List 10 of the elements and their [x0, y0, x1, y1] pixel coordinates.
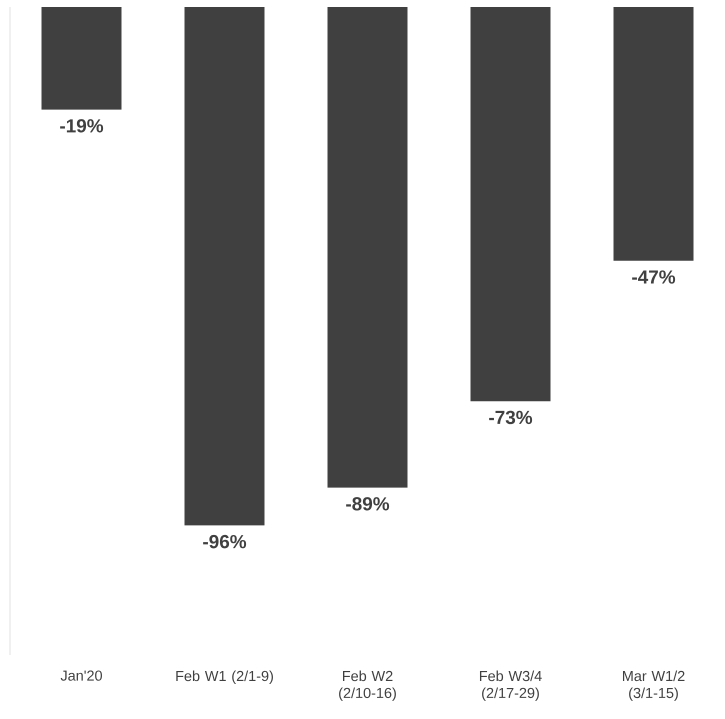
data-label: -47%: [632, 270, 676, 284]
data-label: -89%: [346, 497, 390, 511]
data-label: -73%: [489, 410, 532, 424]
x-tick-label: Mar W1/2 (3/1-15): [622, 670, 684, 701]
x-tick-label: Feb W3/4 (2/17-29): [480, 670, 542, 701]
data-label: -96%: [203, 534, 246, 548]
x-tick-label: Jan'20: [60, 670, 102, 681]
x-tick-label: Feb W2 (2/10-16): [339, 670, 396, 701]
x-tick-label: Feb W1 (2/1-9): [176, 670, 273, 684]
data-label: -19%: [60, 119, 104, 133]
